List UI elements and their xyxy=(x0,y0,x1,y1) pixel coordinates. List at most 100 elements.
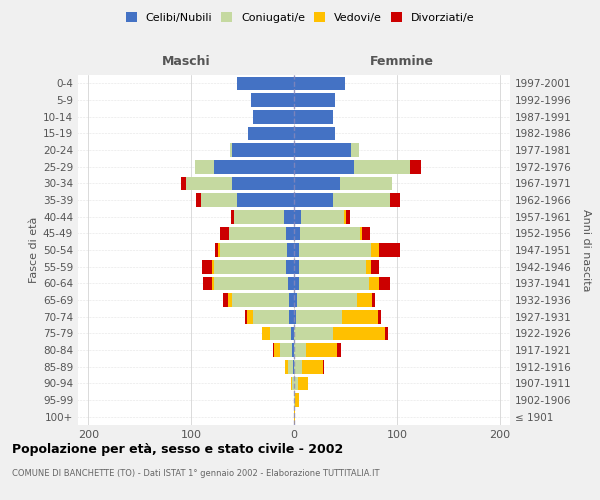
Bar xyxy=(215,243,218,257)
Bar xyxy=(218,243,220,257)
Bar xyxy=(299,260,366,274)
Bar xyxy=(248,126,294,140)
Bar xyxy=(220,226,229,240)
Bar xyxy=(299,243,371,257)
Bar xyxy=(353,160,410,173)
Bar xyxy=(247,310,253,324)
Bar xyxy=(253,310,289,324)
Bar xyxy=(202,260,212,274)
Bar xyxy=(294,243,299,257)
Bar xyxy=(286,260,294,274)
Bar xyxy=(238,76,294,90)
Bar xyxy=(251,93,294,107)
Bar xyxy=(271,326,291,340)
Bar xyxy=(295,393,299,407)
Bar xyxy=(294,393,295,407)
Bar xyxy=(245,310,247,324)
Bar xyxy=(297,293,357,307)
Bar xyxy=(284,210,294,224)
Bar xyxy=(223,293,228,307)
Bar xyxy=(202,193,238,207)
Bar xyxy=(229,226,286,240)
Bar xyxy=(181,176,186,190)
Bar xyxy=(371,243,379,257)
Bar xyxy=(410,160,421,173)
Bar xyxy=(232,143,294,157)
Bar xyxy=(294,176,340,190)
Bar xyxy=(294,410,295,424)
Bar xyxy=(301,210,344,224)
Bar xyxy=(379,243,400,257)
Bar xyxy=(214,260,286,274)
Bar xyxy=(357,293,372,307)
Bar xyxy=(294,343,307,357)
Text: Popolazione per età, sesso e stato civile - 2002: Popolazione per età, sesso e stato civil… xyxy=(12,442,343,456)
Bar xyxy=(379,310,382,324)
Bar xyxy=(196,193,202,207)
Bar xyxy=(369,276,379,290)
Bar xyxy=(294,376,298,390)
Text: Femmine: Femmine xyxy=(370,55,434,68)
Bar xyxy=(362,226,370,240)
Bar xyxy=(294,293,297,307)
Bar xyxy=(340,176,392,190)
Bar xyxy=(346,210,350,224)
Y-axis label: Anni di nascita: Anni di nascita xyxy=(581,208,591,291)
Bar xyxy=(293,360,294,374)
Bar xyxy=(307,343,337,357)
Bar xyxy=(333,193,389,207)
Bar xyxy=(294,360,302,374)
Bar xyxy=(287,243,294,257)
Bar xyxy=(285,360,288,374)
Bar xyxy=(289,310,294,324)
Bar xyxy=(294,276,299,290)
Bar xyxy=(292,376,294,390)
Bar xyxy=(344,210,346,224)
Bar xyxy=(262,326,271,340)
Bar xyxy=(274,343,280,357)
Bar xyxy=(230,143,232,157)
Bar xyxy=(286,226,294,240)
Bar xyxy=(220,243,287,257)
Bar xyxy=(294,260,299,274)
Bar xyxy=(214,276,288,290)
Bar xyxy=(294,310,296,324)
Bar xyxy=(333,326,385,340)
Bar xyxy=(291,326,294,340)
Bar xyxy=(294,226,300,240)
Bar xyxy=(280,343,292,357)
Bar xyxy=(212,260,214,274)
Bar xyxy=(228,293,232,307)
Bar xyxy=(294,326,333,340)
Bar xyxy=(294,193,333,207)
Bar xyxy=(195,160,214,173)
Bar xyxy=(372,293,375,307)
Bar xyxy=(389,193,400,207)
Legend: Celibi/Nubili, Coniugati/e, Vedovi/e, Divorziati/e: Celibi/Nubili, Coniugati/e, Vedovi/e, Di… xyxy=(121,8,479,28)
Bar xyxy=(379,276,389,290)
Bar xyxy=(253,110,294,124)
Bar xyxy=(291,376,292,390)
Bar xyxy=(292,343,294,357)
Bar xyxy=(294,210,301,224)
Bar xyxy=(337,343,341,357)
Bar xyxy=(289,293,294,307)
Bar xyxy=(203,276,212,290)
Bar xyxy=(231,210,235,224)
Bar xyxy=(232,176,294,190)
Bar xyxy=(385,326,388,340)
Bar xyxy=(294,160,353,173)
Bar xyxy=(323,360,324,374)
Bar xyxy=(186,176,232,190)
Bar xyxy=(366,260,371,274)
Y-axis label: Fasce di età: Fasce di età xyxy=(29,217,39,283)
Bar xyxy=(300,226,360,240)
Bar xyxy=(212,276,214,290)
Bar xyxy=(232,293,289,307)
Bar xyxy=(343,310,379,324)
Bar xyxy=(294,76,346,90)
Bar xyxy=(294,110,333,124)
Text: COMUNE DI BANCHETTE (TO) - Dati ISTAT 1° gennaio 2002 - Elaborazione TUTTITALIA.: COMUNE DI BANCHETTE (TO) - Dati ISTAT 1°… xyxy=(12,469,380,478)
Bar xyxy=(302,360,323,374)
Bar xyxy=(350,143,359,157)
